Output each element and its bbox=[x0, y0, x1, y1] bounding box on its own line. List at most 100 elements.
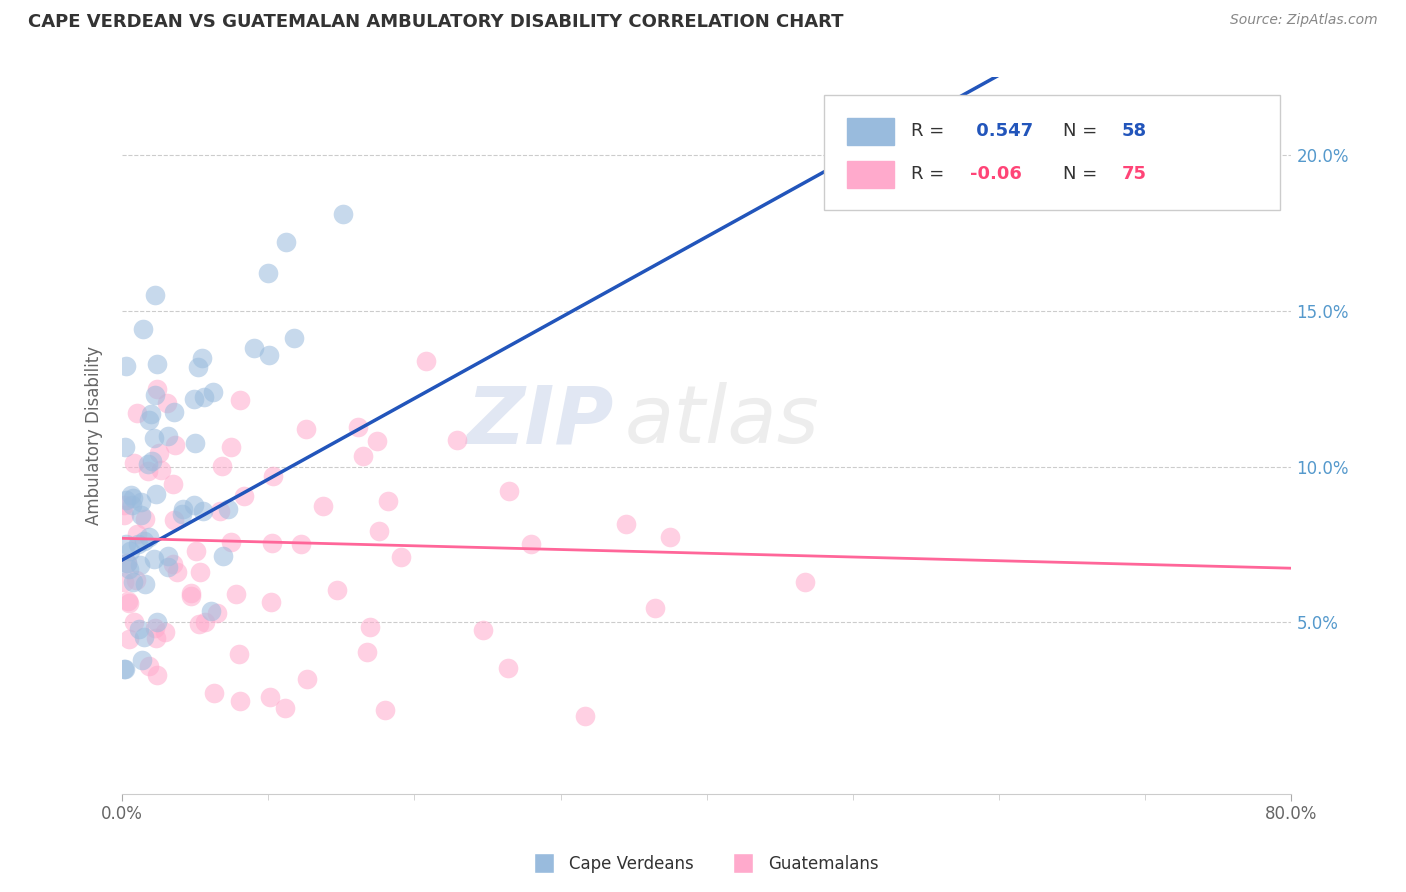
Point bbox=[374, 703, 396, 717]
Point bbox=[229, 392, 252, 407]
Point bbox=[359, 620, 381, 634]
Point bbox=[366, 434, 388, 448]
Text: N =: N = bbox=[1063, 165, 1104, 183]
Point bbox=[166, 565, 188, 579]
Point bbox=[208, 503, 231, 517]
Point bbox=[163, 438, 186, 452]
Point bbox=[120, 488, 142, 502]
Text: 0.547: 0.547 bbox=[970, 122, 1033, 140]
Point bbox=[114, 662, 136, 676]
Point bbox=[257, 348, 280, 362]
Point bbox=[146, 668, 169, 682]
Point bbox=[793, 575, 815, 590]
Point bbox=[129, 495, 152, 509]
Point bbox=[145, 631, 167, 645]
Point bbox=[138, 530, 160, 544]
Point bbox=[297, 673, 319, 687]
Point bbox=[193, 504, 215, 518]
Point bbox=[143, 388, 166, 402]
Point bbox=[260, 595, 283, 609]
Point bbox=[312, 499, 335, 513]
Point bbox=[141, 454, 163, 468]
Text: R =: R = bbox=[911, 165, 950, 183]
Point bbox=[498, 483, 520, 498]
Point bbox=[217, 502, 239, 516]
Point bbox=[184, 544, 207, 558]
Point bbox=[125, 527, 148, 541]
Point bbox=[211, 459, 233, 474]
Point bbox=[145, 487, 167, 501]
Point bbox=[290, 537, 312, 551]
Point bbox=[262, 469, 284, 483]
Legend: Cape Verdeans, Guatemalans: Cape Verdeans, Guatemalans bbox=[520, 848, 886, 880]
Point bbox=[377, 494, 399, 508]
Point bbox=[219, 535, 242, 549]
Point bbox=[145, 357, 167, 371]
Point bbox=[131, 653, 153, 667]
FancyBboxPatch shape bbox=[846, 119, 894, 145]
Point bbox=[117, 556, 139, 570]
Point bbox=[202, 686, 225, 700]
Point bbox=[352, 450, 374, 464]
Point bbox=[260, 536, 283, 550]
Point bbox=[201, 385, 224, 400]
Point bbox=[283, 331, 305, 345]
Point bbox=[122, 456, 145, 470]
Point bbox=[112, 574, 135, 589]
Point bbox=[127, 537, 149, 551]
Point bbox=[134, 577, 156, 591]
Point bbox=[180, 589, 202, 603]
Point bbox=[118, 562, 141, 576]
Point bbox=[128, 558, 150, 573]
Point bbox=[148, 446, 170, 460]
Point bbox=[232, 489, 254, 503]
Point bbox=[193, 390, 215, 404]
Point bbox=[145, 287, 167, 301]
Point bbox=[138, 659, 160, 673]
Point bbox=[143, 621, 166, 635]
Point bbox=[212, 549, 235, 564]
Text: N =: N = bbox=[1063, 122, 1104, 140]
Text: 75: 75 bbox=[1122, 165, 1147, 183]
Point bbox=[112, 498, 135, 512]
Point bbox=[184, 436, 207, 450]
Point bbox=[146, 382, 169, 396]
Point bbox=[163, 513, 186, 527]
Point bbox=[520, 537, 543, 551]
Point bbox=[326, 582, 349, 597]
Point bbox=[194, 615, 217, 630]
Point bbox=[122, 575, 145, 590]
Point bbox=[115, 493, 138, 508]
Point bbox=[122, 615, 145, 630]
Y-axis label: Ambulatory Disability: Ambulatory Disability bbox=[86, 346, 103, 525]
Point bbox=[134, 512, 156, 526]
Point bbox=[157, 549, 180, 563]
Point bbox=[132, 630, 155, 644]
Point bbox=[156, 396, 179, 410]
Point bbox=[143, 552, 166, 566]
Point bbox=[125, 405, 148, 419]
Point bbox=[120, 544, 142, 558]
Point bbox=[200, 604, 222, 618]
Point bbox=[163, 405, 186, 419]
Point bbox=[112, 662, 135, 676]
Point bbox=[118, 632, 141, 646]
Point bbox=[162, 558, 184, 572]
Text: atlas: atlas bbox=[624, 383, 820, 460]
Point bbox=[219, 440, 242, 454]
Point bbox=[115, 556, 138, 570]
Point bbox=[183, 392, 205, 407]
Point bbox=[180, 586, 202, 600]
Point bbox=[256, 266, 278, 280]
Point bbox=[446, 434, 468, 448]
Point bbox=[143, 431, 166, 445]
Point bbox=[136, 457, 159, 471]
Point bbox=[131, 508, 153, 523]
Point bbox=[274, 701, 297, 715]
Point bbox=[157, 559, 180, 574]
Text: Source: ZipAtlas.com: Source: ZipAtlas.com bbox=[1230, 13, 1378, 28]
Point bbox=[146, 615, 169, 630]
FancyBboxPatch shape bbox=[824, 95, 1279, 210]
Text: ZIP: ZIP bbox=[465, 383, 613, 460]
Point bbox=[472, 623, 495, 637]
